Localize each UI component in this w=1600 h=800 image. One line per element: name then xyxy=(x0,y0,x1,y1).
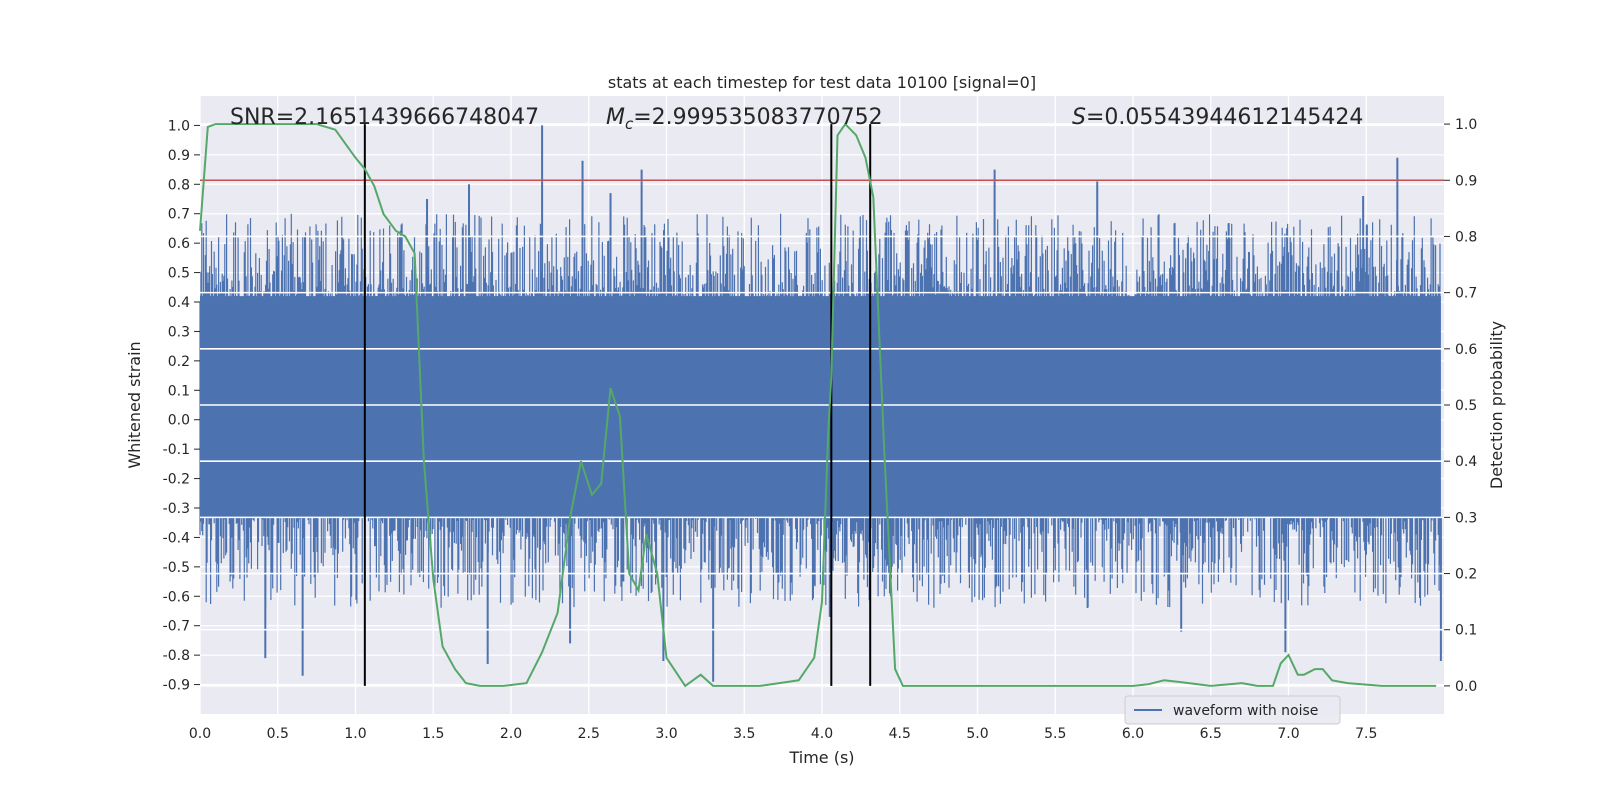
y2-tick-label: 0.5 xyxy=(1455,398,1477,414)
y-tick-label: 0.6 xyxy=(168,236,190,252)
vertical-markers xyxy=(363,124,872,686)
x-tick-label: 6.0 xyxy=(1122,726,1144,742)
y2-axis-ticks: 1.0 0.9 0.8 0.7 0.6 0.5 0.4 0.3 0.2 0.1 0.0 xyxy=(1444,117,1477,695)
legend: waveform with noise xyxy=(1124,695,1341,725)
x-tick-label: 5.0 xyxy=(966,726,988,742)
x-tick-label: 2.0 xyxy=(500,726,522,742)
y2-tick-label: 0.9 xyxy=(1455,173,1477,189)
mc-symbol: M xyxy=(606,105,625,130)
x-tick-label: 3.5 xyxy=(733,726,755,742)
mc-subscript: c xyxy=(625,115,634,133)
y-tick-label: -0.9 xyxy=(163,678,190,694)
y2-axis-label: Detection probability xyxy=(1487,321,1506,489)
x-axis-label: Time (s) xyxy=(788,748,854,767)
snr-annotation: SNR=2.1651439666748047 xyxy=(230,105,539,130)
s-annotation: S=0.05543944612145424 xyxy=(1072,105,1363,130)
y2-tick-label: 0.6 xyxy=(1455,342,1477,358)
x-tick-label: 0.0 xyxy=(189,726,211,742)
y2-tick-label: 0.2 xyxy=(1455,567,1477,583)
x-tick-label: 7.0 xyxy=(1277,726,1299,742)
y2-tick-label: 0.0 xyxy=(1455,679,1477,695)
y2-tick-label: 1.0 xyxy=(1455,117,1477,133)
y-tick-label: -0.2 xyxy=(163,472,190,488)
y-tick-label: 0.9 xyxy=(168,148,190,164)
y-axis-label: Whitened strain xyxy=(125,341,144,468)
s-value: =0.05543944612145424 xyxy=(1086,105,1363,130)
legend-label: waveform with noise xyxy=(1173,703,1318,719)
x-tick-label: 4.0 xyxy=(811,726,833,742)
x-tick-label: 1.0 xyxy=(344,726,366,742)
y-tick-label: -0.3 xyxy=(163,501,190,517)
y-tick-label: 0.4 xyxy=(168,295,190,311)
y-tick-label: 0.1 xyxy=(168,383,190,399)
x-tick-label: 0.5 xyxy=(267,726,289,742)
x-tick-label: 4.5 xyxy=(889,726,911,742)
grid-overlay xyxy=(200,123,1444,687)
x-tick-label: 2.5 xyxy=(578,726,600,742)
y-tick-label: -0.6 xyxy=(163,589,190,605)
detection-probability-line xyxy=(199,122,1437,688)
y-tick-label: 0.8 xyxy=(168,177,190,193)
y-tick-label: 0.3 xyxy=(168,324,190,340)
mc-value: =2.999535083770752 xyxy=(633,105,882,130)
y-tick-label: 1.0 xyxy=(168,118,190,134)
y2-tick-label: 0.1 xyxy=(1455,623,1477,639)
waveform-series xyxy=(199,125,1442,682)
y-tick-label: -0.5 xyxy=(163,560,190,576)
x-tick-label: 7.5 xyxy=(1355,726,1377,742)
y2-tick-label: 0.3 xyxy=(1455,510,1477,526)
y-tick-label: 0.2 xyxy=(168,354,190,370)
s-symbol: S xyxy=(1072,105,1086,130)
x-tick-label: 6.5 xyxy=(1200,726,1222,742)
y-tick-label: 0.7 xyxy=(168,207,190,223)
y-tick-label: -0.7 xyxy=(163,619,190,635)
x-tick-label: 1.5 xyxy=(422,726,444,742)
x-tick-label: 5.5 xyxy=(1044,726,1066,742)
y-tick-label: 0.5 xyxy=(168,266,190,282)
chart-title: stats at each timestep for test data 101… xyxy=(608,73,1036,92)
y-tick-label: -0.8 xyxy=(163,648,190,664)
legend-box xyxy=(1124,695,1341,725)
x-tick-label: 3.0 xyxy=(655,726,677,742)
y-tick-label: 0.0 xyxy=(168,413,190,429)
y-axis-ticks: 1.0 0.9 0.8 0.7 0.6 0.5 0.4 0.3 0.2 0.1 0.0 -0.1 -0.… xyxy=(163,118,200,694)
y2-tick-label: 0.8 xyxy=(1455,229,1477,245)
chirp-mass-annotation: Mc=2.999535083770752 xyxy=(606,105,883,133)
y-tick-label: -0.1 xyxy=(163,442,190,458)
y2-tick-label: 0.7 xyxy=(1455,286,1477,302)
y2-tick-label: 0.4 xyxy=(1455,454,1477,470)
x-axis-ticks: 0.0 0.5 1.0 1.5 2.0 2.5 3.0 3.5 4.0 4.5 5.0 5.5 6.0 6… xyxy=(189,726,1378,742)
y-tick-label: -0.4 xyxy=(163,530,190,546)
